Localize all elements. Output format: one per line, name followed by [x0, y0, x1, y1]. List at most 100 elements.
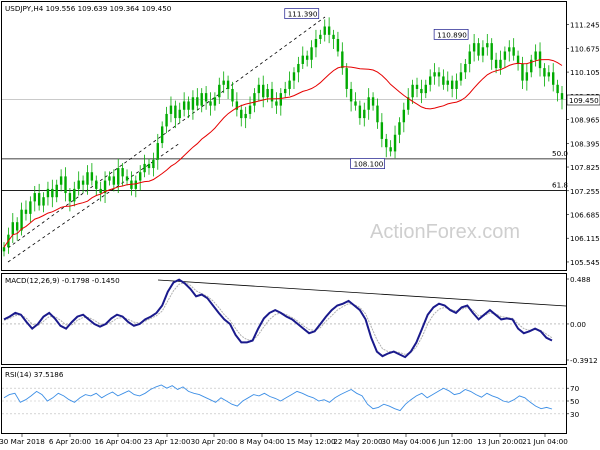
candle-body	[503, 51, 507, 60]
candle-body	[420, 88, 423, 94]
candle-body	[15, 222, 19, 231]
candle-body	[174, 105, 177, 119]
candle-body	[11, 222, 14, 235]
watermark: ActionForex.com	[370, 221, 520, 243]
candle-body	[385, 138, 388, 148]
candle-body	[371, 97, 375, 106]
price-tick-label: 107.825	[570, 163, 600, 172]
candle-body	[191, 97, 195, 110]
candle-body	[341, 51, 344, 69]
candle-body	[301, 55, 304, 64]
candle-body	[231, 88, 234, 102]
candle-body	[389, 147, 392, 152]
time-tick-label: 30 May 04:00	[381, 437, 431, 446]
candle-body	[125, 176, 129, 181]
rsi-tick-label: 50	[570, 397, 580, 406]
candle-body	[64, 176, 67, 194]
candles	[2, 17, 564, 257]
candle-body	[530, 59, 533, 73]
rsi-line	[3, 384, 553, 412]
annotation-label: 110.890	[437, 30, 467, 39]
candle-body	[292, 72, 296, 81]
candle-body	[218, 84, 221, 98]
macd-tick-label: 0.488	[570, 275, 591, 284]
annotation-label: 111.390	[288, 10, 318, 19]
time-axis: 30 Mar 2018 6 Apr 20:00 16 Apr 04:00 23 Apr…	[0, 434, 568, 446]
candle-body	[402, 109, 406, 123]
candle-body	[90, 172, 94, 181]
candle-body	[437, 72, 441, 77]
candle-body	[380, 122, 384, 139]
candle-body	[253, 93, 256, 106]
candle-body	[560, 93, 564, 100]
candle-body	[147, 163, 151, 169]
candle-body	[222, 80, 225, 85]
candle-body	[433, 72, 436, 77]
candle-body	[152, 159, 155, 169]
candle-body	[95, 180, 98, 189]
macd-trend-line	[157, 279, 567, 307]
rsi-axis: 70 50 30	[2, 384, 580, 419]
candle-body	[411, 84, 414, 98]
price-tick-label: 106.685	[570, 210, 600, 219]
candle-body	[472, 43, 476, 52]
candle-body	[288, 80, 291, 89]
annotation-box	[284, 8, 320, 19]
candle-body	[244, 113, 247, 119]
candle-body	[363, 109, 366, 119]
candle-body	[196, 97, 199, 106]
candle-body	[345, 68, 348, 89]
price-tick-label: 110.105	[570, 68, 600, 77]
candle-body	[37, 193, 41, 206]
candle-body	[2, 247, 6, 252]
time-tick-label: 30 Apr 20:00	[191, 437, 238, 446]
candle-body	[178, 109, 181, 119]
candle-body	[481, 47, 485, 56]
time-tick-label: 6 Jun 12:00	[431, 437, 473, 446]
candle-body	[297, 63, 300, 73]
time-tick-label: 16 Apr 04:00	[95, 437, 142, 446]
time-tick-label: 13 Jun 20:00	[477, 437, 523, 446]
candle-body	[508, 47, 511, 52]
candle-body	[182, 101, 186, 110]
candle-body	[415, 84, 419, 89]
candle-body	[556, 84, 559, 94]
candle-body	[134, 180, 138, 189]
candle-body	[521, 63, 524, 81]
candle-body	[117, 168, 120, 185]
candle-body	[55, 184, 58, 198]
candle-body	[165, 113, 168, 127]
candle-body	[275, 101, 278, 106]
candle-body	[459, 72, 463, 81]
price-tick-label: 105.545	[570, 258, 600, 267]
time-tick-label: 21 Jun 04:00	[522, 437, 568, 446]
candle-body	[367, 97, 370, 110]
candle-body	[248, 105, 252, 114]
time-tick-label: 15 May 12:00	[286, 437, 336, 446]
current-price-tag: 109.450	[566, 94, 600, 106]
annotation-label: 108.100	[354, 160, 384, 169]
price-tick-label: 108.395	[570, 139, 600, 148]
candle-body	[464, 63, 467, 73]
candle-body	[226, 80, 230, 89]
candle-body	[534, 51, 537, 60]
fib-level-label: 50.0	[552, 149, 568, 158]
candle-body	[77, 180, 80, 189]
trend-lines	[7, 16, 326, 263]
candle-body	[393, 134, 397, 152]
candle-body	[314, 38, 318, 48]
candle-body	[262, 84, 265, 98]
annotation-box	[350, 158, 385, 169]
candle-body	[486, 43, 489, 48]
candle-body	[543, 68, 546, 77]
rsi-panel-frame	[1, 367, 567, 434]
candle-body	[455, 80, 458, 89]
candle-body	[29, 201, 32, 214]
price-tick-label: 108.965	[570, 116, 600, 125]
candle-body	[270, 88, 274, 102]
macd-panel-frame	[1, 273, 567, 365]
price-axis: 111.245110.675110.105109.535108.965108.3…	[566, 21, 600, 267]
candle-body	[73, 188, 76, 202]
candle-body	[525, 72, 529, 81]
candle-body	[310, 47, 313, 60]
